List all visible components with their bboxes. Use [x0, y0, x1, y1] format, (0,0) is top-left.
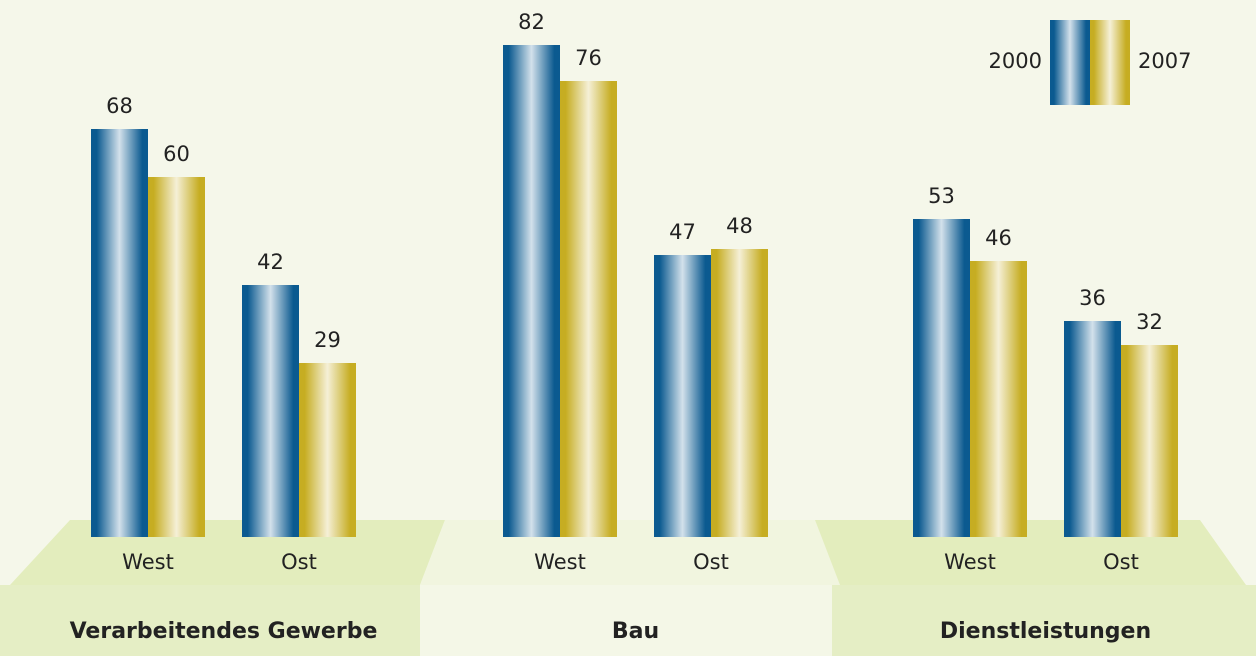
bar: [913, 219, 970, 537]
value-label: 32: [1136, 310, 1163, 334]
legend-swatch: [1050, 20, 1090, 105]
group-band: [832, 585, 1256, 656]
group-label: Bau: [612, 619, 659, 644]
legend-label: 2007: [1138, 49, 1191, 73]
value-label: 60: [163, 142, 190, 166]
value-label: 48: [726, 214, 753, 238]
value-label: 42: [257, 250, 284, 274]
bar: [1121, 345, 1178, 537]
bar: [299, 363, 356, 537]
group-band: [420, 585, 832, 656]
platform: [815, 520, 1246, 585]
value-label: 76: [575, 46, 602, 70]
platform: [10, 520, 445, 585]
value-label: 46: [985, 226, 1012, 250]
platform: [420, 520, 840, 585]
legend-swatch: [1090, 20, 1130, 105]
category-label: Ost: [1103, 550, 1139, 574]
bar: [970, 261, 1027, 537]
category-label: Ost: [693, 550, 729, 574]
category-label: West: [534, 550, 586, 574]
bar: [560, 81, 617, 537]
group-label: Verarbeitendes Gewerbe: [70, 619, 378, 644]
bar: [148, 177, 205, 537]
legend-label: 2000: [989, 49, 1042, 73]
bar: [503, 45, 560, 537]
group-band: [0, 585, 420, 656]
bar: [242, 285, 299, 537]
category-label: West: [944, 550, 996, 574]
value-label: 29: [314, 328, 341, 352]
value-label: 68: [106, 94, 133, 118]
category-label: Ost: [281, 550, 317, 574]
value-label: 47: [669, 220, 696, 244]
value-label: 36: [1079, 286, 1106, 310]
category-label: West: [122, 550, 174, 574]
value-label: 82: [518, 10, 545, 34]
bar: [711, 249, 768, 537]
value-label: 53: [928, 184, 955, 208]
group-label: Dienstleistungen: [940, 619, 1151, 644]
bar: [1064, 321, 1121, 537]
bar: [654, 255, 711, 537]
bar: [91, 129, 148, 537]
